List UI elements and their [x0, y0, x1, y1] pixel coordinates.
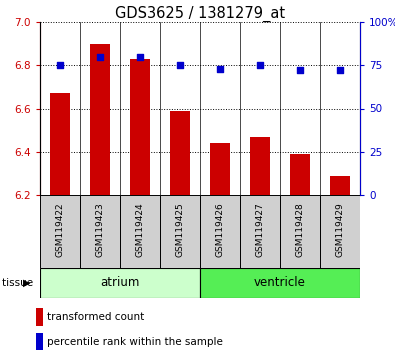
- Bar: [40, 268, 200, 298]
- Bar: [200, 195, 240, 268]
- Bar: [210, 143, 230, 195]
- Point: [177, 62, 183, 68]
- Point: [97, 54, 103, 59]
- Bar: [120, 195, 160, 268]
- Bar: [250, 137, 270, 195]
- Bar: [40, 195, 80, 268]
- Bar: [320, 195, 360, 268]
- Text: atrium: atrium: [100, 276, 140, 290]
- Text: GSM119427: GSM119427: [256, 202, 265, 257]
- Text: transformed count: transformed count: [47, 312, 144, 322]
- Point: [297, 68, 303, 73]
- Point: [137, 54, 143, 59]
- Text: tissue: tissue: [2, 278, 36, 288]
- Text: ▶: ▶: [23, 278, 30, 288]
- Point: [57, 62, 63, 68]
- Bar: [170, 111, 190, 195]
- Bar: [36, 308, 43, 326]
- Text: ventricle: ventricle: [254, 276, 306, 290]
- Bar: [36, 333, 43, 350]
- Bar: [240, 195, 280, 268]
- Text: GSM119422: GSM119422: [56, 203, 64, 257]
- Bar: [80, 195, 120, 268]
- Point: [337, 68, 343, 73]
- Bar: [290, 154, 310, 195]
- Point: [257, 62, 263, 68]
- Title: GDS3625 / 1381279_at: GDS3625 / 1381279_at: [115, 6, 285, 22]
- Text: percentile rank within the sample: percentile rank within the sample: [47, 337, 222, 347]
- Text: GSM119429: GSM119429: [335, 202, 344, 257]
- Bar: [280, 195, 320, 268]
- Text: GSM119424: GSM119424: [135, 203, 145, 257]
- Bar: [50, 93, 70, 195]
- Text: GSM119426: GSM119426: [216, 202, 224, 257]
- Bar: [200, 268, 360, 298]
- Text: GSM119425: GSM119425: [175, 202, 184, 257]
- Text: GSM119423: GSM119423: [96, 202, 105, 257]
- Bar: [90, 44, 110, 195]
- Bar: [130, 59, 150, 195]
- Bar: [160, 195, 200, 268]
- Bar: [330, 176, 350, 195]
- Point: [217, 66, 223, 72]
- Text: GSM119428: GSM119428: [295, 202, 305, 257]
